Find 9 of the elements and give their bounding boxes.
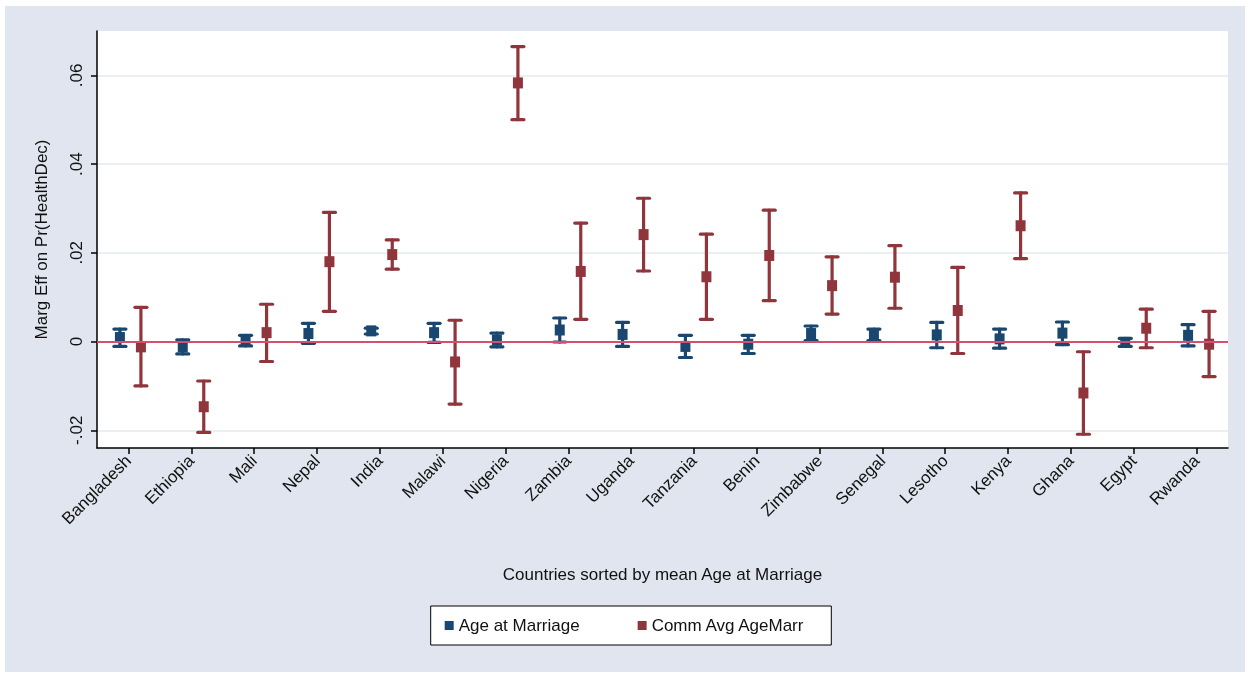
y-tick-label: .06 (67, 63, 86, 88)
y-tick-label: 0 (67, 336, 86, 347)
y-tick-label: .04 (67, 152, 86, 176)
x-axis-title: Countries sorted by mean Age at Marriage (502, 565, 823, 584)
legend-label: Comm Avg AgeMarr (651, 616, 804, 635)
y-tick-label: .02 (67, 240, 86, 265)
legend-label: Age at Marriage (458, 616, 580, 635)
y-axis-title: Marg Eff on Pr(HealthDec) (32, 139, 51, 340)
y-tick-label: -.02 (67, 415, 86, 445)
